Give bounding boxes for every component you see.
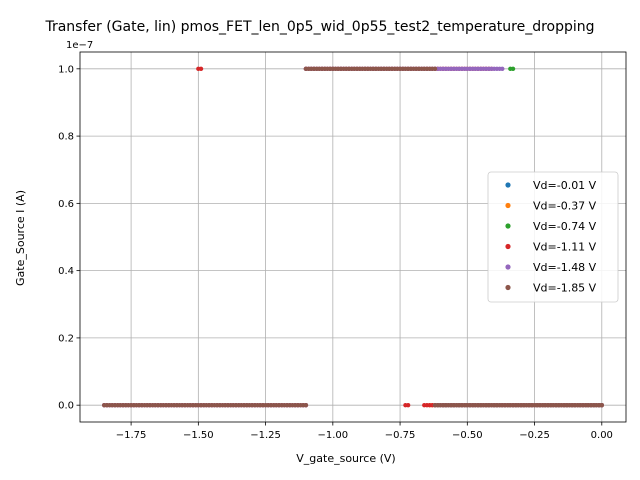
- legend-label: Vd=-0.37 V: [533, 200, 597, 213]
- y-tick-label: 0.2: [58, 333, 74, 344]
- y-tick-label: 0.4: [58, 266, 74, 277]
- legend-label: Vd=-1.11 V: [533, 241, 597, 254]
- legend-label: Vd=-1.85 V: [533, 282, 597, 295]
- legend-marker: [505, 223, 511, 229]
- data-point: [599, 402, 604, 408]
- legend-marker: [505, 264, 511, 270]
- y-axis-label: Gate_Source I (A): [14, 190, 27, 286]
- y-tick-label: 0.8: [58, 132, 74, 143]
- series-5: [102, 66, 604, 408]
- x-tick-label: −0.75: [385, 430, 416, 441]
- x-tick-label: −0.50: [452, 430, 483, 441]
- data-point: [405, 402, 411, 408]
- data-points: [102, 66, 604, 408]
- chart-title: Transfer (Gate, lin) pmos_FET_len_0p5_wi…: [44, 19, 594, 35]
- data-point: [198, 66, 204, 72]
- legend-label: Vd=-1.48 V: [533, 261, 597, 274]
- y-axis-ticks: 0.0 0.2 0.4 0.6 0.8 1.0: [58, 64, 80, 412]
- legend-label: Vd=-0.74 V: [533, 220, 597, 233]
- x-tick-label: −0.25: [519, 430, 550, 441]
- legend: Vd=-0.01 V Vd=-0.37 V Vd=-0.74 V Vd=-1.11 V…: [487, 171, 619, 303]
- plot-frame: [79, 51, 627, 423]
- legend-marker: [505, 202, 511, 209]
- x-axis-ticks: −1.75 −1.50 −1.25 −1.00 −0.75 −0.50 −0.25 0.00: [116, 422, 613, 441]
- y-tick-label: 0.6: [58, 199, 74, 210]
- legend-marker: [505, 243, 511, 250]
- data-point: [303, 402, 309, 408]
- legend-label: Vd=-0.01 V: [533, 179, 597, 192]
- y-tick-label: 1.0: [58, 64, 74, 75]
- x-tick-label: −1.75: [116, 430, 147, 441]
- data-point: [500, 66, 505, 72]
- y-offset-label: 1e−7: [66, 40, 93, 51]
- data-point: [432, 66, 438, 72]
- y-tick-label: 0.0: [58, 401, 74, 412]
- legend-box: [487, 171, 619, 303]
- data-point: [510, 66, 516, 72]
- x-tick-label: −1.50: [183, 430, 214, 441]
- legend-marker: [505, 182, 511, 188]
- x-tick-label: −1.25: [250, 430, 281, 441]
- legend-marker: [505, 284, 511, 291]
- x-axis-label: V_gate_source (V): [296, 452, 395, 465]
- x-tick-label: 0.00: [591, 430, 613, 441]
- x-tick-label: −1.00: [317, 430, 348, 441]
